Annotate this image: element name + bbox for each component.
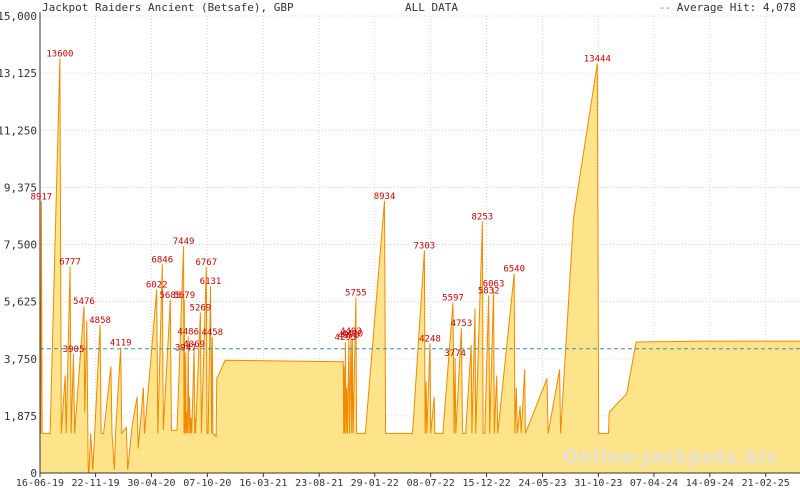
x-tick-label: 16-06-19	[16, 478, 64, 489]
data-label: 4370	[338, 331, 360, 341]
data-label: 5755	[345, 289, 367, 299]
y-tick-label: 3,750	[4, 353, 37, 366]
data-label: 4248	[419, 335, 441, 345]
area-series	[39, 58, 800, 474]
x-tick-label: 24-05-23	[518, 478, 566, 489]
y-tick-label: 5,625	[4, 296, 37, 309]
chart-title: Jackpot Raiders Ancient (Betsafe), GBP	[42, 1, 294, 14]
data-label: 5597	[442, 293, 464, 303]
y-tick-label: 15,000	[0, 10, 37, 23]
data-label: 6767	[195, 258, 217, 268]
x-tick-label: 07-04-24	[630, 478, 678, 489]
data-label: 4486	[177, 327, 199, 337]
data-label: 6063	[483, 279, 505, 289]
x-tick-label: 15-12-22	[462, 478, 510, 489]
y-tick-label: 11,250	[0, 124, 37, 137]
data-label: 8253	[472, 213, 494, 223]
data-label: 4069	[183, 340, 205, 350]
area-fill	[40, 58, 800, 473]
data-label: 4493	[340, 327, 362, 337]
x-tick-label: 22-11-19	[71, 478, 119, 489]
data-label: 4119	[110, 339, 132, 349]
data-label: 4295	[335, 333, 357, 343]
data-label: 7449	[173, 237, 195, 247]
y-tick-label: 9,375	[4, 181, 37, 194]
data-label: 5476	[73, 297, 95, 307]
data-label: 3947	[175, 344, 197, 354]
data-label: 3905	[63, 345, 85, 355]
data-label: 6022	[146, 281, 168, 291]
data-labels: 8917 13600 6777 3905 5476 4858 4119 6022 6846 568…	[31, 50, 611, 359]
x-tick-label: 14-09-24	[686, 478, 734, 489]
data-label: 6131	[200, 277, 222, 287]
series-line	[39, 58, 800, 474]
data-label: 4458	[201, 328, 223, 338]
gridlines	[40, 15, 800, 473]
x-tick-label: 08-07-22	[407, 478, 455, 489]
data-label: 13444	[584, 54, 611, 64]
y-tick-label: 1,875	[4, 410, 37, 423]
x-tick-label: 31-10-23	[574, 478, 622, 489]
x-tick-label: 29-01-22	[351, 478, 399, 489]
data-label: 8934	[374, 192, 396, 202]
y-tick-labels: 0 1,875 3,750 5,625 7,500 9,375 11,250 13,125 15…	[0, 10, 37, 480]
y-tick-label: 13,125	[0, 67, 37, 80]
data-label: 5832	[478, 286, 500, 296]
x-tick-label: 30-04-20	[127, 478, 175, 489]
x-tick-label: 21-02-25	[742, 478, 790, 489]
y-tick-label: 0	[30, 467, 37, 480]
data-label: 4858	[89, 316, 111, 326]
x-tick-label: 23-08-21	[295, 478, 343, 489]
axes	[39, 12, 800, 477]
data-label: 7303	[414, 242, 436, 252]
data-label: 3774	[444, 349, 466, 359]
x-tick-label: 16-03-21	[239, 478, 287, 489]
average-legend-dash-icon: --	[658, 1, 671, 14]
data-label: 13600	[46, 50, 73, 60]
average-legend-text: Average Hit: 4,078	[676, 1, 796, 14]
data-label: 4753	[451, 319, 473, 329]
x-tick-label: 07-10-20	[183, 478, 231, 489]
data-label: 5269	[190, 303, 212, 313]
data-label: 5685	[159, 291, 181, 301]
data-label: 6846	[151, 255, 173, 265]
y-tick-label: 7,500	[4, 239, 37, 252]
data-label: 6777	[59, 258, 81, 268]
data-label: 4420	[342, 329, 364, 339]
x-tick-labels: 16-06-19 22-11-19 30-04-20 07-10-20 16-03-21…	[16, 478, 790, 489]
data-label: 6540	[503, 265, 525, 275]
watermark: Online-Jackpots.biz	[562, 446, 778, 468]
average-legend: -- Average Hit: 4,078	[659, 1, 796, 14]
data-label: 5679	[173, 291, 195, 301]
data-label: 8917	[31, 192, 53, 202]
chart-subtitle: ALL DATA	[405, 1, 458, 14]
